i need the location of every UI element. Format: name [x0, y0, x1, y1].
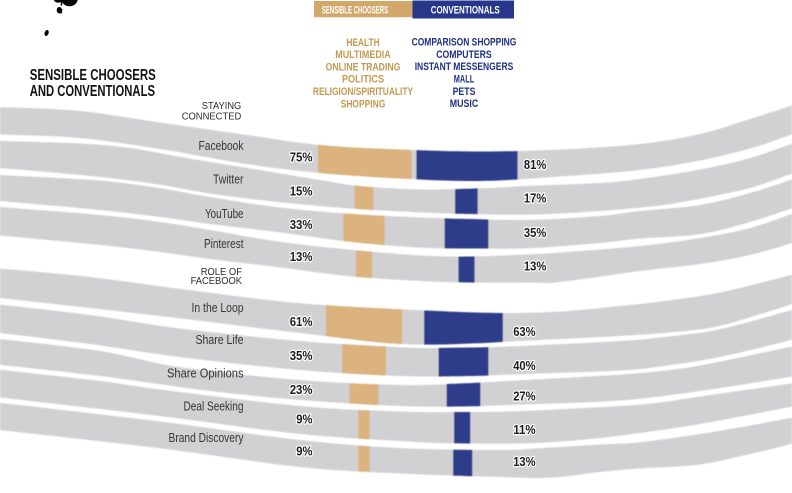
svg-text:In the Loop: In the Loop: [192, 300, 244, 315]
svg-text:INSTANT MESSENGERS: INSTANT MESSENGERS: [415, 61, 514, 73]
svg-text:CONNECTED: CONNECTED: [182, 111, 242, 122]
svg-text:ONLINE TRADING: ONLINE TRADING: [326, 61, 401, 73]
svg-text:COMPUTERS: COMPUTERS: [436, 49, 492, 61]
svg-text:AND CONVENTIONALS: AND CONVENTIONALS: [30, 83, 155, 100]
svg-text:63%: 63%: [513, 324, 536, 339]
svg-text:9%: 9%: [296, 444, 312, 459]
svg-text:RELIGION/SPIRITUALITY: RELIGION/SPIRITUALITY: [313, 86, 414, 98]
svg-text:MUSIC: MUSIC: [450, 98, 478, 110]
svg-text:13%: 13%: [524, 259, 547, 274]
svg-text:SENSIBLE CHOOSERS: SENSIBLE CHOOSERS: [322, 5, 388, 17]
svg-text:Share Opinions: Share Opinions: [167, 366, 244, 381]
svg-text:Facebook: Facebook: [199, 138, 244, 153]
svg-text:MULTIMEDIA: MULTIMEDIA: [335, 49, 391, 61]
svg-text:27%: 27%: [513, 388, 536, 403]
svg-text:11%: 11%: [513, 422, 536, 437]
svg-text:35%: 35%: [524, 225, 547, 240]
svg-text:Pinterest: Pinterest: [204, 236, 244, 251]
svg-text:YouTube: YouTube: [205, 206, 244, 221]
svg-text:COMPARISON SHOPPING: COMPARISON SHOPPING: [412, 37, 517, 49]
svg-text:Share Life: Share Life: [196, 332, 244, 347]
svg-text:POLITICS: POLITICS: [342, 74, 385, 86]
svg-text:STAYING: STAYING: [202, 101, 242, 112]
svg-text:35%: 35%: [290, 348, 313, 363]
svg-text:40%: 40%: [513, 358, 536, 373]
svg-text:CONVENTIONALS: CONVENTIONALS: [431, 5, 500, 17]
svg-text:FACEBOOK: FACEBOOK: [191, 276, 243, 287]
svg-text:Deal Seeking: Deal Seeking: [184, 399, 244, 414]
svg-text:9%: 9%: [296, 412, 312, 427]
svg-text:13%: 13%: [513, 454, 536, 469]
svg-text:HEALTH: HEALTH: [346, 37, 379, 49]
svg-text:33%: 33%: [290, 217, 313, 232]
svg-text:17%: 17%: [524, 191, 547, 206]
svg-text:SENSIBLE CHOOSERS: SENSIBLE CHOOSERS: [30, 67, 156, 84]
svg-text:PETS: PETS: [453, 86, 476, 98]
svg-text:75%: 75%: [290, 150, 313, 165]
svg-text:13%: 13%: [290, 249, 313, 264]
svg-text:SHOPPING: SHOPPING: [341, 98, 386, 110]
svg-text:MALL: MALL: [454, 74, 474, 86]
svg-text:ROLE OF: ROLE OF: [201, 267, 242, 278]
svg-text:Twitter: Twitter: [213, 172, 244, 187]
svg-text:81%: 81%: [524, 157, 547, 172]
svg-text:Brand Discovery: Brand Discovery: [169, 430, 244, 445]
svg-text:61%: 61%: [290, 314, 313, 329]
svg-text:15%: 15%: [290, 183, 313, 198]
svg-text:23%: 23%: [290, 382, 313, 397]
